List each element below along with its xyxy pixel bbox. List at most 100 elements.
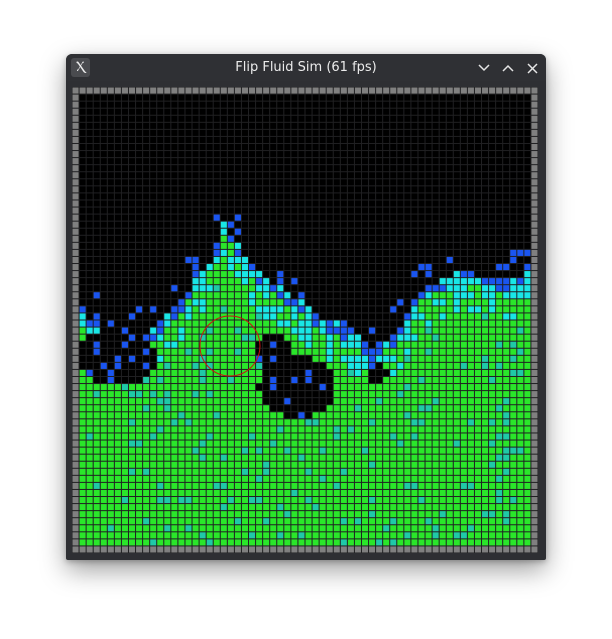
empty-cell: [263, 256, 270, 264]
maximize-button[interactable]: [498, 58, 518, 78]
surface-cell: [439, 278, 446, 285]
fluid-cell: [277, 482, 284, 489]
fluid-cell: [354, 539, 361, 546]
fluid-cell: [425, 489, 432, 497]
fluid-cell: [249, 384, 256, 391]
empty-cell: [171, 151, 178, 158]
empty-cell: [390, 94, 397, 101]
fluid-cell: [164, 391, 171, 398]
fluid-cell: [234, 475, 241, 482]
fluid-cell: [489, 504, 496, 511]
fluid-cell: [171, 468, 178, 475]
title-bar[interactable]: Ⲭ Flip Fluid Sim (61 fps): [66, 54, 546, 81]
simulation-canvas[interactable]: [72, 87, 538, 553]
fluid-cell: [354, 419, 361, 426]
fluid-cell: [361, 532, 369, 539]
surface-cell: [397, 334, 404, 341]
close-button[interactable]: [522, 58, 542, 78]
surface-cell: [206, 264, 213, 271]
empty-cell: [340, 313, 347, 320]
empty-cell: [312, 398, 319, 405]
wall-cell: [72, 532, 79, 539]
wall-cell: [227, 87, 234, 94]
empty-cell: [284, 129, 291, 136]
empty-cell: [150, 179, 157, 186]
fluid-cell: [489, 376, 496, 384]
empty-cell: [312, 200, 319, 207]
fluid-cell: [143, 475, 150, 482]
empty-cell: [361, 228, 369, 235]
fluid-cell: [418, 306, 425, 313]
fluid-cell: [93, 412, 100, 419]
empty-cell: [397, 242, 404, 249]
empty-cell: [157, 214, 164, 221]
empty-cell: [79, 362, 86, 369]
fluid-cell: [312, 454, 319, 461]
empty-cell: [383, 207, 390, 214]
fluid-cell: [157, 398, 164, 405]
empty-cell: [425, 200, 432, 207]
surface-cell: [256, 278, 263, 285]
empty-cell: [439, 235, 446, 242]
fluid-cell: [453, 334, 460, 341]
empty-cell: [79, 256, 86, 264]
minimize-button[interactable]: [474, 58, 494, 78]
fluid-cell: [86, 426, 93, 433]
fluid-cell: [489, 306, 496, 313]
empty-cell: [404, 179, 411, 186]
fluid-cell: [213, 511, 220, 518]
fluid-cell: [185, 299, 192, 306]
empty-cell: [411, 200, 418, 207]
empty-cell: [256, 207, 263, 214]
empty-cell: [263, 235, 270, 242]
empty-cell: [284, 136, 291, 143]
fluid-cell: [249, 525, 256, 532]
fluid-cell: [340, 355, 347, 362]
fluid-cell: [319, 412, 326, 419]
empty-cell: [397, 129, 404, 136]
fluid-cell: [467, 440, 474, 447]
empty-cell: [241, 151, 249, 158]
fluid-cell: [284, 419, 291, 426]
fluid-cell: [107, 461, 114, 468]
fluid-cell: [503, 355, 510, 362]
fluid-grid[interactable]: [72, 87, 538, 553]
empty-cell: [150, 165, 157, 172]
empty-cell: [333, 94, 340, 101]
empty-cell: [446, 115, 453, 122]
empty-cell: [446, 179, 453, 186]
empty-cell: [79, 165, 86, 172]
fluid-cell: [319, 454, 326, 461]
fluid-cell: [107, 475, 114, 482]
wall-cell: [72, 264, 79, 271]
empty-cell: [326, 108, 333, 115]
empty-cell: [439, 242, 446, 249]
empty-cell: [354, 94, 361, 101]
fluid-cell: [121, 405, 128, 412]
empty-cell: [234, 101, 241, 108]
fluid-cell: [503, 419, 510, 426]
empty-cell: [376, 256, 383, 264]
fluid-cell: [404, 412, 411, 419]
fluid-cell: [312, 475, 319, 482]
wall-cell: [143, 546, 150, 553]
wall-cell: [517, 87, 524, 94]
fluid-cell: [305, 468, 312, 475]
fluid-cell: [192, 355, 199, 362]
empty-cell: [298, 165, 305, 172]
fluid-cell: [340, 362, 347, 369]
empty-cell: [277, 165, 284, 172]
fluid-cell: [510, 518, 517, 525]
fluid-cell: [319, 525, 326, 532]
particle-cell: [93, 348, 100, 355]
fluid-cell: [305, 497, 312, 504]
obstacle-circle[interactable]: [199, 315, 261, 377]
fluid-cell: [234, 447, 241, 454]
fluid-cell: [503, 447, 510, 454]
fluid-cell: [220, 489, 227, 497]
wall-cell: [531, 87, 538, 94]
fluid-cell: [227, 468, 234, 475]
fluid-cell: [241, 320, 249, 327]
fluid-cell: [354, 497, 361, 504]
empty-cell: [107, 285, 114, 292]
